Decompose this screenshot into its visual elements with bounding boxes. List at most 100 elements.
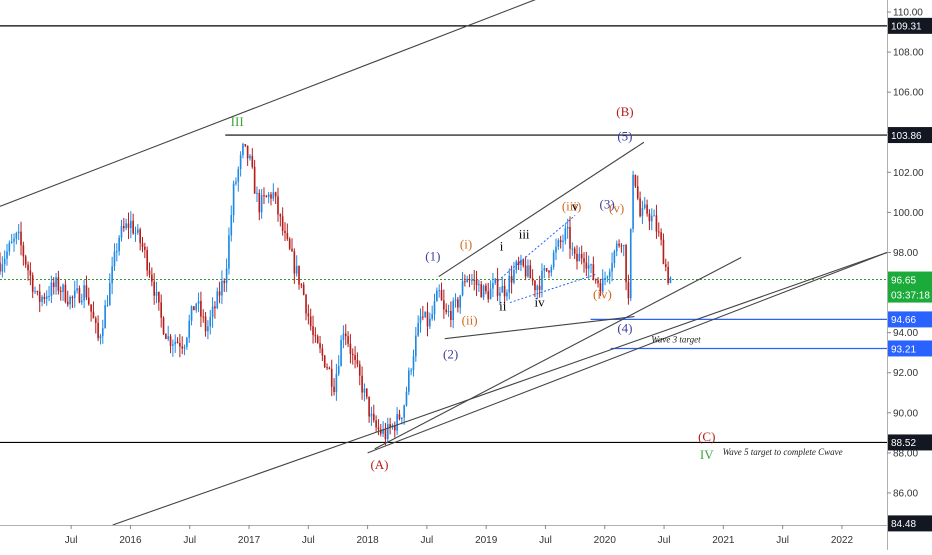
candle-body bbox=[634, 174, 637, 187]
y-tick-label: 88.00 bbox=[893, 448, 918, 459]
candle-body bbox=[62, 284, 64, 292]
candle-body bbox=[87, 297, 90, 305]
candle-body bbox=[667, 266, 669, 283]
y-tick-label: 106.00 bbox=[893, 88, 924, 99]
candle-body bbox=[492, 283, 494, 289]
candle-body bbox=[566, 226, 569, 229]
candle-body bbox=[328, 367, 331, 369]
candle-body bbox=[272, 192, 275, 199]
candle-body bbox=[445, 309, 448, 313]
candle-body bbox=[494, 278, 497, 284]
candle-body bbox=[515, 261, 518, 270]
y-tick-label: 86.00 bbox=[893, 488, 918, 499]
candle-body bbox=[122, 226, 125, 229]
candle-body bbox=[431, 314, 433, 319]
candle-body bbox=[375, 420, 377, 428]
candle-body bbox=[571, 248, 574, 250]
trend-line[interactable] bbox=[0, 0, 581, 207]
trend-line[interactable] bbox=[112, 251, 887, 525]
candle-body bbox=[160, 302, 163, 318]
price-badge-label: 03:37:18 bbox=[891, 290, 930, 301]
candle-body bbox=[202, 316, 205, 318]
price-badge-label: 88.52 bbox=[891, 438, 916, 449]
candle-body bbox=[545, 268, 548, 271]
candle-body bbox=[559, 240, 562, 243]
candle-body bbox=[125, 223, 127, 229]
candle-body bbox=[457, 299, 459, 308]
x-tick-label: 2022 bbox=[831, 535, 854, 546]
trend-line[interactable] bbox=[497, 215, 576, 281]
candle-body bbox=[253, 166, 256, 194]
price-badge-label: 94.66 bbox=[891, 315, 916, 326]
candle-body bbox=[41, 296, 43, 302]
price-badge bbox=[888, 286, 932, 303]
candle-body bbox=[552, 252, 555, 268]
x-tick-label: Jul bbox=[776, 535, 789, 546]
candle-body bbox=[407, 370, 410, 392]
candle-body bbox=[265, 196, 268, 198]
wave-label: (4) bbox=[617, 321, 632, 336]
candle-body bbox=[622, 245, 625, 247]
wave-label: (A) bbox=[370, 457, 388, 472]
candle-body bbox=[461, 281, 464, 296]
candle-body bbox=[386, 424, 389, 440]
candle-body bbox=[599, 283, 602, 292]
candle-body bbox=[29, 270, 32, 276]
candle-body bbox=[510, 275, 513, 283]
candle-body bbox=[246, 145, 249, 159]
candle-body bbox=[443, 300, 445, 310]
candle-body bbox=[66, 301, 69, 305]
time-axis[interactable] bbox=[0, 525, 932, 550]
candle-body bbox=[459, 295, 462, 308]
wave-label: (C) bbox=[698, 429, 715, 444]
candle-body bbox=[249, 155, 251, 159]
candle-body bbox=[344, 333, 347, 337]
wave-label: (B) bbox=[616, 104, 633, 119]
candle-body bbox=[422, 316, 424, 318]
candle-body bbox=[648, 213, 651, 222]
trend-line[interactable] bbox=[374, 257, 742, 450]
candle-body bbox=[454, 299, 457, 301]
candle-body bbox=[169, 336, 172, 346]
candle-body bbox=[300, 284, 303, 286]
candle-body bbox=[342, 333, 345, 340]
candle-body bbox=[396, 414, 398, 431]
y-tick-label: 110.00 bbox=[893, 8, 923, 19]
candle-body bbox=[440, 290, 443, 301]
annotation-text: Wave 5 target to complete Cwave bbox=[723, 447, 843, 457]
candle-body bbox=[513, 269, 515, 283]
candle-body bbox=[232, 183, 235, 216]
wave-label: (iii) bbox=[562, 198, 582, 213]
trend-line[interactable] bbox=[509, 274, 596, 304]
candle-body bbox=[15, 233, 18, 239]
candle-body bbox=[340, 339, 342, 367]
candle-body bbox=[583, 258, 585, 263]
trend-line[interactable] bbox=[367, 251, 887, 454]
candle-body bbox=[613, 251, 616, 264]
candle-body bbox=[288, 238, 291, 249]
candle-body bbox=[176, 341, 179, 343]
candle-body bbox=[34, 291, 36, 293]
candle-body bbox=[585, 262, 588, 269]
candle-body bbox=[225, 268, 228, 284]
candle-body bbox=[534, 280, 536, 291]
candle-body bbox=[207, 326, 209, 332]
candle-body bbox=[557, 240, 560, 247]
trend-line[interactable] bbox=[444, 316, 635, 340]
x-tick-label: Jul bbox=[302, 535, 315, 546]
candle-body bbox=[307, 313, 310, 317]
candle-body bbox=[10, 241, 13, 244]
wave-label: i bbox=[500, 238, 504, 253]
candle-body bbox=[104, 305, 106, 329]
trend-line[interactable] bbox=[438, 141, 645, 277]
y-tick-label: 90.00 bbox=[893, 408, 918, 419]
candle-body bbox=[468, 278, 471, 281]
price-badge bbox=[888, 311, 932, 328]
wave-label: (1) bbox=[425, 248, 440, 263]
candle-body bbox=[17, 231, 20, 234]
candle-body bbox=[204, 316, 207, 332]
candle-body bbox=[503, 285, 506, 297]
candle-body bbox=[646, 204, 648, 214]
